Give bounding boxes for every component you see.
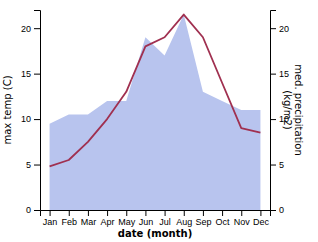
tick-label: 0 [279,205,284,215]
tick: 20 [270,24,289,34]
tick-mark [270,210,276,211]
tick-label: Jul [159,217,171,227]
tick: Mar [81,210,97,227]
tick-mark [270,28,276,29]
tick-mark [34,119,40,120]
axis-line [34,11,41,211]
tick: Aug [176,210,192,227]
tick-mark [270,119,276,120]
tick-mark [34,210,40,211]
tick: 0 [26,205,40,215]
tick: 5 [26,160,40,170]
tick: Apr [101,210,115,227]
tick-label: 10 [21,114,31,124]
tick-label: Oct [216,217,231,227]
axis-line [271,11,277,211]
tick-mark [107,210,108,216]
tick-mark [34,165,40,166]
y2-axis-title: med. precipitation(kg/m2) [282,64,304,156]
tick-label: 0 [26,205,31,215]
tick-mark [203,210,204,216]
tick-mark [222,210,223,216]
tick: Sep [195,210,211,227]
tick-mark [88,210,89,216]
tick: Dec [253,210,270,227]
tick: Nov [234,210,251,227]
tick-label: 5 [279,160,284,170]
plot: JanFeb Mar AprMayJun Jul AugSep OctNovDec 0 5 10… [21,11,289,228]
tick-label: Sep [195,217,211,227]
tick-label: 20 [21,24,31,34]
tick-label: 20 [279,24,289,34]
tick: Jun [139,210,154,227]
tick-mark [241,210,242,216]
tick-mark [184,210,185,216]
tick-mark [270,165,276,166]
tick-mark [34,28,40,29]
tick-label: 15 [279,69,289,79]
tick: 15 [21,69,40,79]
tick: 15 [270,69,289,79]
tick: 20 [21,24,40,34]
tick: Jul [159,210,171,227]
tick-mark [165,210,166,216]
tick-mark [126,210,127,216]
tick: Oct [216,210,231,227]
area [50,15,261,210]
line [50,15,261,167]
tick-label: Mar [81,217,97,227]
tick-mark [34,74,40,75]
tick-label: 5 [26,160,31,170]
tick: 0 [270,205,284,215]
tick: Jan [43,210,58,227]
tick-label: Aug [176,217,192,227]
tick-mark [145,210,146,216]
tick-label: Nov [234,217,251,227]
tick: 10 [21,114,40,124]
y-axis: 0 5 10 15 20 [21,11,41,216]
x-axis: JanFeb Mar AprMayJun Jul AugSep OctNovDec [41,210,271,227]
tick-label: Jun [139,217,154,227]
y-axis-title: max temp (C) [2,75,13,144]
x-axis-title: date (month) [118,228,192,239]
marks [50,15,261,210]
tick: Feb [61,210,77,227]
tick-label: Apr [101,217,115,227]
tick-mark [69,210,70,216]
axis-line [41,211,271,217]
tick: May [118,210,136,227]
tick-label: Feb [61,217,77,227]
tick: 5 [270,160,284,170]
tick-mark [260,210,261,216]
tick-mark [50,210,51,216]
chart: JanFeb Mar AprMayJun Jul AugSep OctNovDec 0 5 10… [0,0,318,242]
tick-label: May [118,217,136,227]
tick-label: Dec [253,217,270,227]
tick-label: Jan [43,217,58,227]
tick-label: 15 [21,69,31,79]
tick-mark [270,74,276,75]
